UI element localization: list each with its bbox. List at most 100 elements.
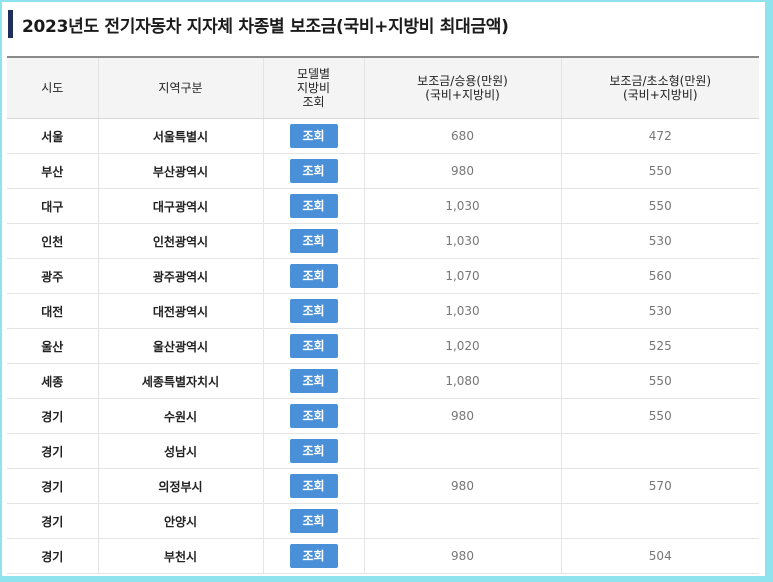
header-lookup-line1: 모델별 bbox=[296, 67, 331, 81]
content-panel: 2023년도 전기자동차 지자체 차종별 보조금(국비+지방비 최대금액) 시도… bbox=[2, 2, 765, 576]
cell-lookup: 조회 bbox=[262, 188, 364, 224]
table-row: 경기 수원시 조회 980 550 bbox=[7, 398, 759, 434]
cell-compact-subsidy: 530 bbox=[560, 293, 759, 329]
lookup-button[interactable]: 조회 bbox=[289, 299, 338, 323]
table-row: 서울 서울특별시 조회 680 472 bbox=[7, 118, 759, 154]
cell-sido: 경기 bbox=[7, 503, 98, 539]
cell-region: 인천광역시 bbox=[97, 223, 263, 259]
cell-lookup: 조회 bbox=[262, 328, 364, 364]
cell-compact-subsidy bbox=[560, 503, 759, 539]
header-passenger: 보조금/승용(만원) (국비+지방비) bbox=[363, 56, 561, 119]
cell-region: 안양시 bbox=[97, 503, 263, 539]
header-region: 지역구분 bbox=[97, 56, 263, 119]
cell-lookup: 조회 bbox=[262, 363, 364, 399]
cell-compact-subsidy: 550 bbox=[560, 363, 759, 399]
cell-compact-subsidy: 560 bbox=[560, 258, 759, 294]
lookup-button[interactable]: 조회 bbox=[289, 334, 338, 358]
cell-passenger-subsidy: 980 bbox=[363, 468, 561, 504]
cell-lookup: 조회 bbox=[262, 118, 364, 154]
table-row: 울산 울산광역시 조회 1,020 525 bbox=[7, 328, 759, 364]
cell-compact-subsidy: 550 bbox=[560, 153, 759, 189]
cell-region: 서울특별시 bbox=[97, 118, 263, 154]
header-passenger-line1: 보조금/승용(만원) bbox=[417, 74, 508, 88]
header-compact-line1: 보조금/초소형(만원) bbox=[609, 74, 712, 88]
page-title-bar: 2023년도 전기자동차 지자체 차종별 보조금(국비+지방비 최대금액) bbox=[8, 10, 509, 38]
cell-region: 부산광역시 bbox=[97, 153, 263, 189]
lookup-button[interactable]: 조회 bbox=[289, 474, 338, 498]
table-row: 경기 부천시 조회 980 504 bbox=[7, 538, 759, 574]
cell-passenger-subsidy: 1,080 bbox=[363, 363, 561, 399]
table-row: 광주 광주광역시 조회 1,070 560 bbox=[7, 258, 759, 294]
header-compact: 보조금/초소형(만원) (국비+지방비) bbox=[560, 56, 759, 119]
table-body: 서울 서울특별시 조회 680 472 부산 부산광역시 조회 980 550 대구 대구광역시 조회 1… bbox=[7, 118, 759, 574]
table-row: 대전 대전광역시 조회 1,030 530 bbox=[7, 293, 759, 329]
lookup-button[interactable]: 조회 bbox=[289, 124, 338, 148]
cell-region: 대전광역시 bbox=[97, 293, 263, 329]
cell-compact-subsidy: 504 bbox=[560, 538, 759, 574]
subsidy-table: 시도 지역구분 모델별 지방비 조회 보조금/승용(만원) (국비+지방비) 보… bbox=[7, 56, 759, 574]
cell-sido: 부산 bbox=[7, 153, 98, 189]
cell-region: 대구광역시 bbox=[97, 188, 263, 224]
lookup-button[interactable]: 조회 bbox=[289, 264, 338, 288]
lookup-button[interactable]: 조회 bbox=[289, 509, 338, 533]
cell-sido: 광주 bbox=[7, 258, 98, 294]
lookup-button[interactable]: 조회 bbox=[289, 404, 338, 428]
cell-sido: 경기 bbox=[7, 468, 98, 504]
lookup-button[interactable]: 조회 bbox=[289, 229, 338, 253]
cell-region: 울산광역시 bbox=[97, 328, 263, 364]
cell-lookup: 조회 bbox=[262, 398, 364, 434]
cell-compact-subsidy: 530 bbox=[560, 223, 759, 259]
cell-passenger-subsidy: 980 bbox=[363, 538, 561, 574]
cell-compact-subsidy: 550 bbox=[560, 188, 759, 224]
lookup-button[interactable]: 조회 bbox=[289, 544, 338, 568]
cell-lookup: 조회 bbox=[262, 293, 364, 329]
cell-lookup: 조회 bbox=[262, 258, 364, 294]
cell-region: 성남시 bbox=[97, 433, 263, 469]
cell-passenger-subsidy: 980 bbox=[363, 153, 561, 189]
lookup-button[interactable]: 조회 bbox=[289, 159, 338, 183]
cell-passenger-subsidy: 680 bbox=[363, 118, 561, 154]
cell-sido: 울산 bbox=[7, 328, 98, 364]
cell-region: 세종특별자치시 bbox=[97, 363, 263, 399]
cell-passenger-subsidy: 1,030 bbox=[363, 223, 561, 259]
table-row: 인천 인천광역시 조회 1,030 530 bbox=[7, 223, 759, 259]
cell-sido: 경기 bbox=[7, 538, 98, 574]
table-row: 세종 세종특별자치시 조회 1,080 550 bbox=[7, 363, 759, 399]
lookup-button[interactable]: 조회 bbox=[289, 194, 338, 218]
cell-compact-subsidy: 525 bbox=[560, 328, 759, 364]
cell-region: 수원시 bbox=[97, 398, 263, 434]
header-lookup: 모델별 지방비 조회 bbox=[262, 56, 364, 119]
lookup-button[interactable]: 조회 bbox=[289, 439, 338, 463]
cell-passenger-subsidy: 1,070 bbox=[363, 258, 561, 294]
cell-passenger-subsidy: 1,020 bbox=[363, 328, 561, 364]
table-row: 경기 성남시 조회 bbox=[7, 433, 759, 469]
table-header-row: 시도 지역구분 모델별 지방비 조회 보조금/승용(만원) (국비+지방비) 보… bbox=[7, 56, 759, 119]
cell-region: 광주광역시 bbox=[97, 258, 263, 294]
lookup-button[interactable]: 조회 bbox=[289, 369, 338, 393]
cell-compact-subsidy bbox=[560, 433, 759, 469]
table-row: 경기 의정부시 조회 980 570 bbox=[7, 468, 759, 504]
cell-sido: 경기 bbox=[7, 398, 98, 434]
header-lookup-line3: 조회 bbox=[302, 95, 325, 109]
cell-compact-subsidy: 472 bbox=[560, 118, 759, 154]
header-passenger-line2: (국비+지방비) bbox=[425, 88, 500, 102]
cell-passenger-subsidy: 1,030 bbox=[363, 188, 561, 224]
cell-sido: 인천 bbox=[7, 223, 98, 259]
cell-compact-subsidy: 570 bbox=[560, 468, 759, 504]
cell-sido: 대구 bbox=[7, 188, 98, 224]
cell-region: 의정부시 bbox=[97, 468, 263, 504]
cell-lookup: 조회 bbox=[262, 223, 364, 259]
header-sido: 시도 bbox=[7, 56, 98, 119]
cell-lookup: 조회 bbox=[262, 153, 364, 189]
header-compact-line2: (국비+지방비) bbox=[622, 88, 698, 102]
table-row: 대구 대구광역시 조회 1,030 550 bbox=[7, 188, 759, 224]
title-accent-bar bbox=[8, 10, 13, 38]
cell-sido: 세종 bbox=[7, 363, 98, 399]
cell-passenger-subsidy: 980 bbox=[363, 398, 561, 434]
table-row: 경기 안양시 조회 bbox=[7, 503, 759, 539]
cell-passenger-subsidy bbox=[363, 503, 561, 539]
cell-passenger-subsidy: 1,030 bbox=[363, 293, 561, 329]
page-title: 2023년도 전기자동차 지자체 차종별 보조금(국비+지방비 최대금액) bbox=[22, 16, 509, 37]
cell-lookup: 조회 bbox=[262, 503, 364, 539]
cell-lookup: 조회 bbox=[262, 468, 364, 504]
